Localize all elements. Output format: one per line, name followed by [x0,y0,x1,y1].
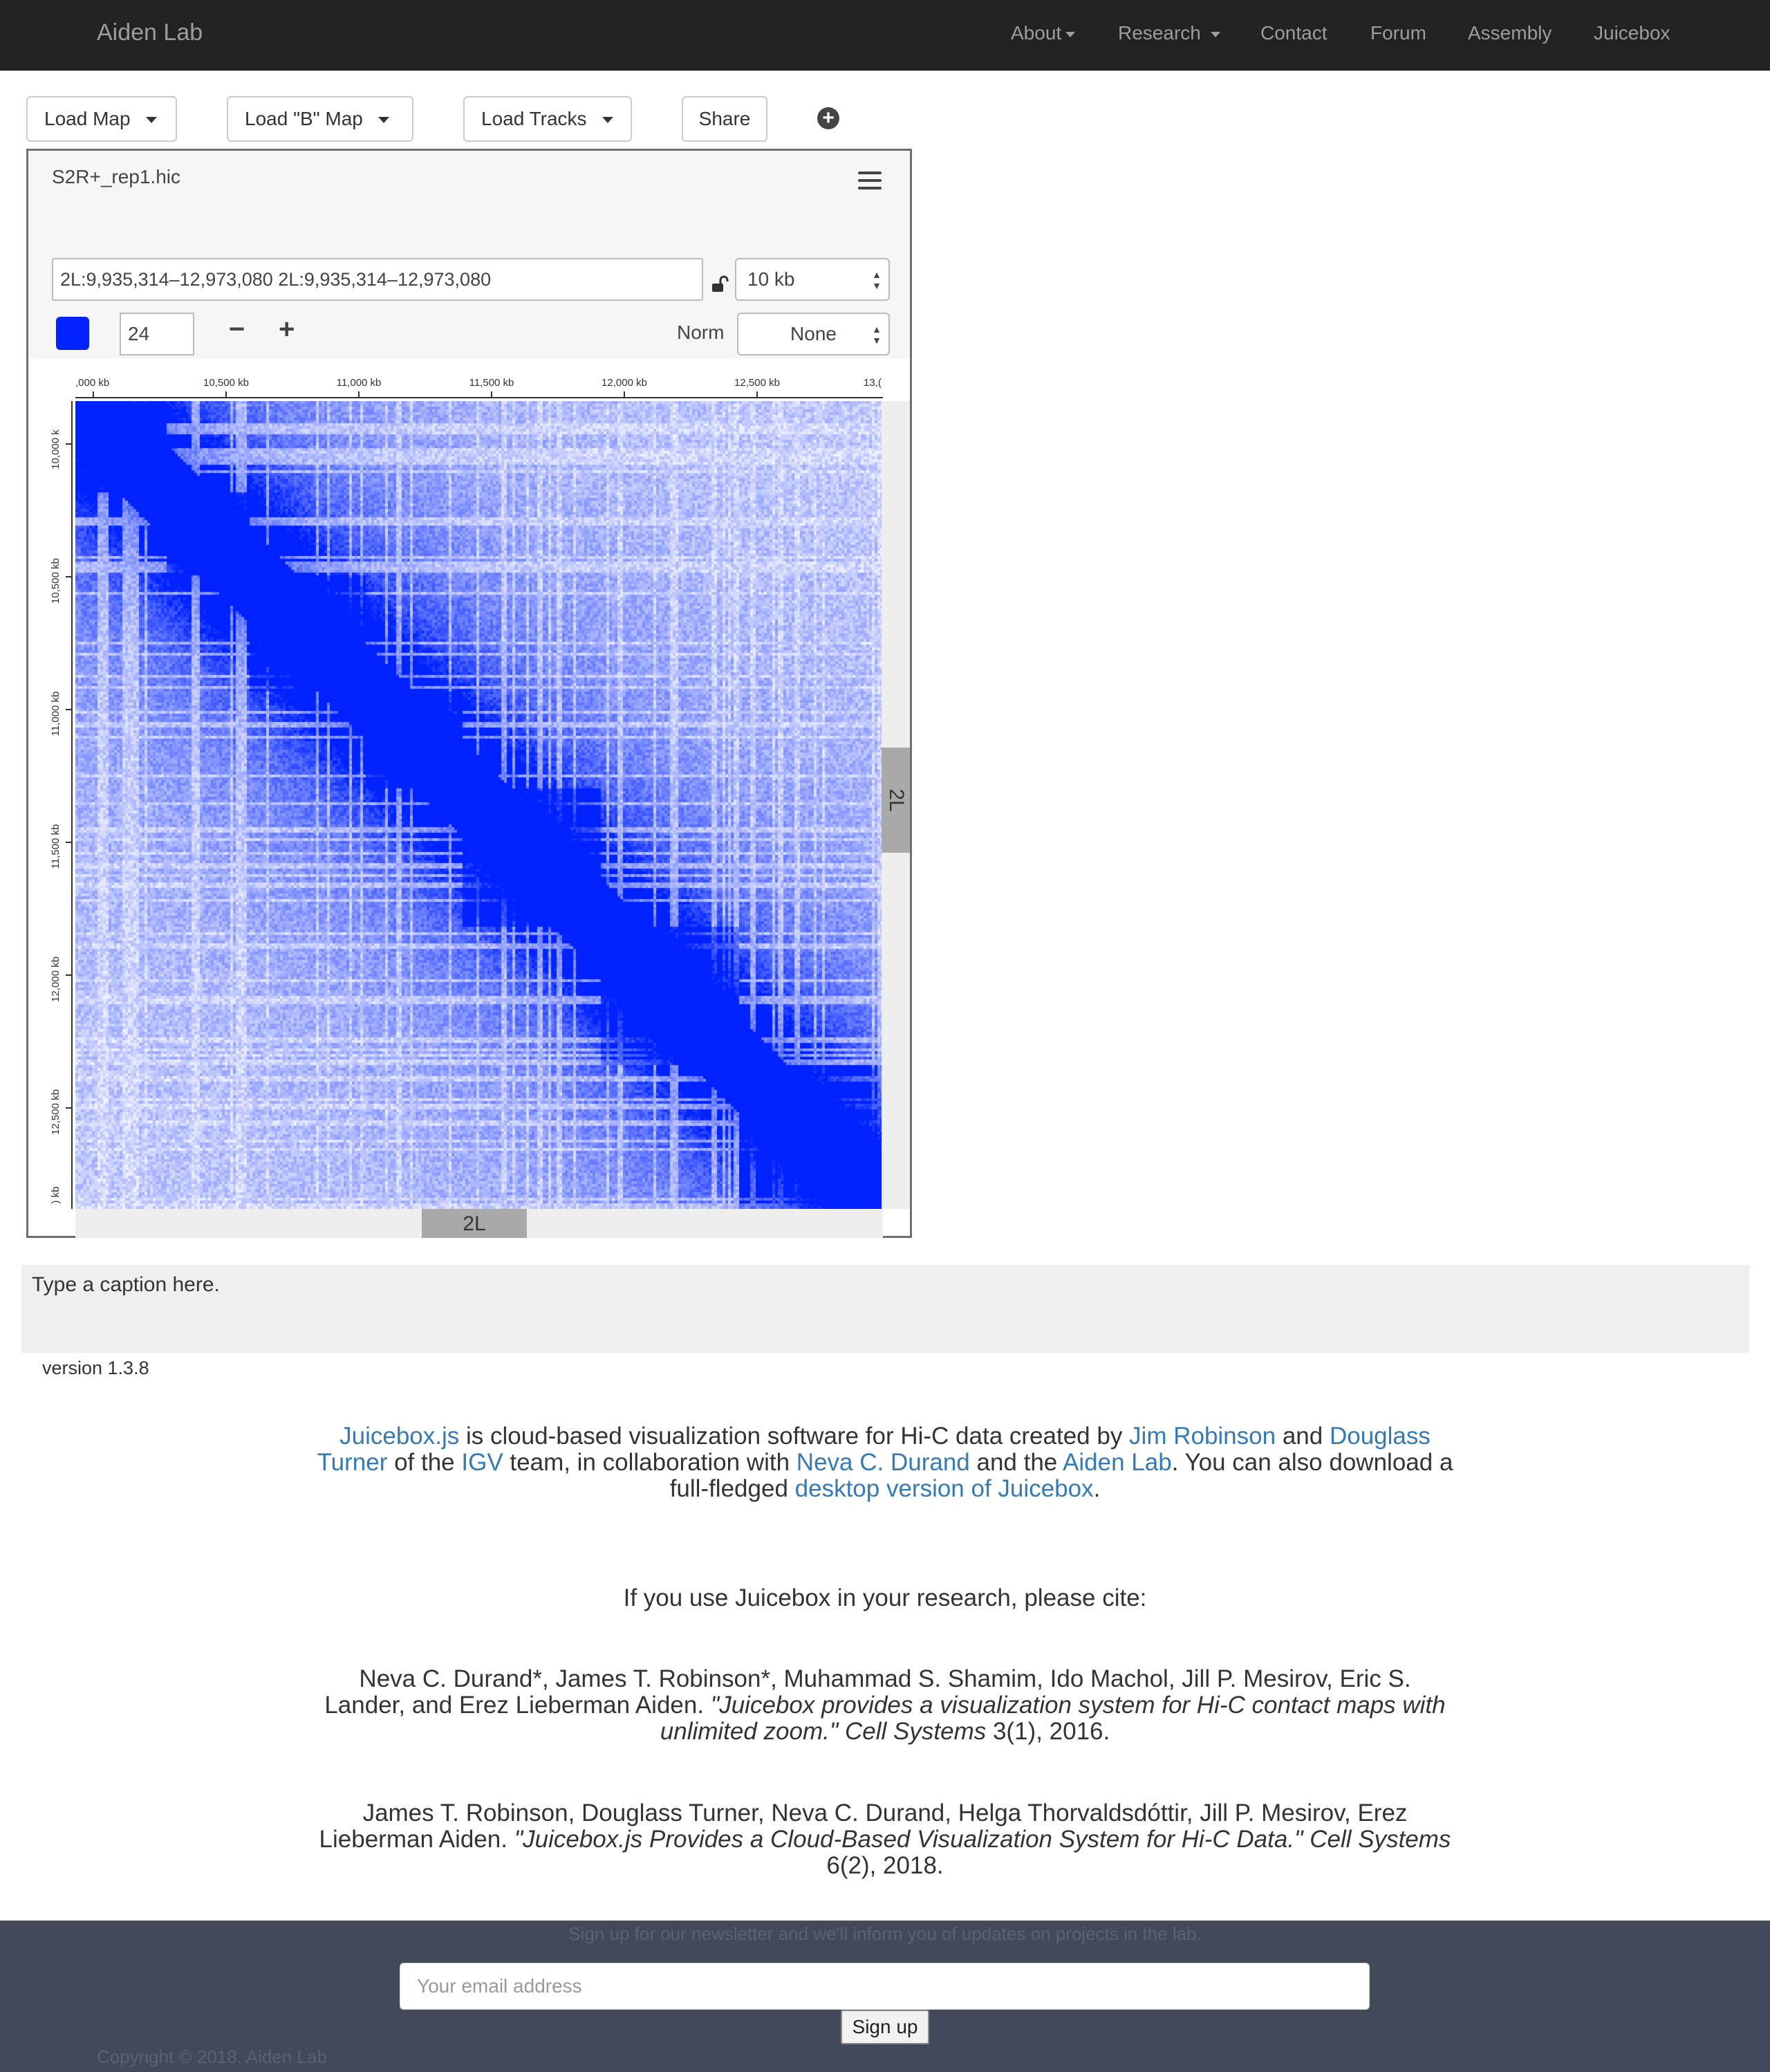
minus-icon[interactable]: − [229,314,245,344]
chromosome-y-label: 2L [884,788,908,812]
chevron-down-icon [378,117,389,124]
about-text: . You can also download a full-fledged [669,1449,1453,1502]
citation-journal: Cell Systems [1303,1826,1451,1853]
citation-authors: Neva C. Durand*, James T. Robinson*, Muh… [324,1665,1411,1719]
share-button[interactable]: Share [682,96,767,142]
aiden-lab-link[interactable]: Aiden Lab [1063,1449,1172,1476]
chromosome-x-tab[interactable]: 2L [422,1209,527,1238]
y-tick-label: 12,000 kb [50,956,62,1002]
map-name: S2R+_rep1.hic [52,166,181,187]
x-tick-label: 12,500 kb [734,377,780,389]
nav-about-label: About [1011,22,1062,44]
chevron-down-icon [145,117,157,124]
nav-research-label: Research [1118,22,1201,44]
load-b-map-label: Load "B" Map [245,108,363,129]
about-text: . [1093,1475,1101,1502]
chevron-down-icon [1065,31,1076,37]
updown-arrows-icon: ▲ ▼ [872,269,882,291]
resolution-select[interactable]: 10 kb ▲ ▼ [735,258,890,301]
nav-forum[interactable]: Forum [1370,22,1426,44]
y-tick-label: 10,500 kb [50,558,62,604]
nav-research[interactable]: Research [1118,22,1220,44]
nav-juicebox[interactable]: Juicebox [1594,22,1670,44]
x-tick-label: 11,500 kb [469,377,514,389]
nav-contact[interactable]: Contact [1260,22,1328,44]
caption-box[interactable]: Type a caption here. [21,1265,1749,1353]
about-text: of the [387,1449,462,1476]
citation-title: "Juicebox.js Provides a Cloud-Based Visu… [514,1826,1303,1853]
citation-2: James T. Robinson, Douglass Turner, Neva… [318,1800,1452,1879]
load-map-button[interactable]: Load Map [26,96,177,142]
about-paragraph: Juicebox.js is cloud-based visualization… [304,1423,1466,1502]
citation-volume: 6(2), 2018. [826,1852,944,1879]
load-tracks-label: Load Tracks [481,108,587,129]
locus-input[interactable]: 2L:9,935,314–12,973,080 2L:9,935,314–12,… [52,258,703,301]
citation-authors: James T. Robinson, Douglass Turner, Neva… [319,1800,1408,1853]
y-tick-label: ) kb [50,1186,62,1203]
brand-link[interactable]: Aiden Lab [97,19,203,46]
y-tick-label: 12,500 kb [50,1089,62,1135]
color-swatch[interactable] [56,317,89,350]
chevron-down-icon [1210,31,1220,37]
updown-arrows-icon: ▲ ▼ [872,324,882,346]
norm-value: None [790,323,837,344]
unlock-icon[interactable] [709,274,730,295]
x-tick-label: ,000 kb [75,377,109,389]
newsletter-note: Sign up for our newsletter and we'll inf… [568,1923,1202,1944]
caption-text: Type a caption here. [32,1273,220,1296]
version-label: version 1.3.8 [42,1358,149,1378]
load-map-label: Load Map [44,108,131,129]
add-browser-icon[interactable]: + [817,107,839,129]
about-text: is cloud-based visualization software fo… [459,1423,1130,1450]
about-text: and the [969,1449,1063,1476]
citation-1: Neva C. Durand*, James T. Robinson*, Muh… [318,1666,1452,1745]
chevron-down-icon [602,117,613,124]
resolution-value: 10 kb [747,268,795,290]
color-threshold-input[interactable]: 24 [120,313,194,355]
norm-select[interactable]: None ▲ ▼ [737,313,890,355]
y-tick-label: 11,000 kb [50,692,62,737]
signup-button[interactable]: Sign up [841,2010,929,2044]
y-tick-label: 10,000 k [50,429,62,470]
load-b-map-button[interactable]: Load "B" Map [227,96,413,142]
jim-robinson-link[interactable]: Jim Robinson [1129,1423,1276,1450]
norm-label: Norm [677,322,725,343]
x-tick-label: 10,500 kb [203,377,249,389]
chromosome-y-tab[interactable]: 2L [882,748,910,853]
nav-assembly[interactable]: Assembly [1468,22,1552,44]
contact-heatmap[interactable] [75,401,883,1209]
neva-durand-link[interactable]: Neva C. Durand [796,1449,970,1476]
nav-about[interactable]: About [1011,22,1076,44]
plus-icon[interactable]: + [279,314,295,344]
load-tracks-button[interactable]: Load Tracks [463,96,632,142]
email-input[interactable]: Your email address [400,1963,1370,2010]
x-tick-label: 13,( [864,377,882,389]
y-tick-label: 11,500 kb [50,824,62,869]
about-text: team, in collaboration with [503,1449,796,1476]
copyright: Copyright © 2018. Aiden Lab [97,2046,327,2067]
cite-heading: If you use Juicebox in your research, pl… [623,1584,1147,1611]
top-navbar: Aiden Lab About Research Contact Forum A… [0,0,1770,71]
citation-title: "Juicebox provides a visualization syste… [660,1692,1446,1745]
about-text: and [1276,1423,1330,1450]
citation-volume: 3(1), 2016. [986,1718,1110,1745]
hic-browser-panel: S2R+_rep1.hic 2L:9,935,314–12,973,080 2L… [26,149,912,1238]
igv-link[interactable]: IGV [461,1449,503,1476]
contact-map-area: ,000 kb 10,500 kb 11,000 kb 11,500 kb 12… [28,358,910,1236]
citation-journal: Cell Systems [838,1718,987,1745]
desktop-juicebox-link[interactable]: desktop version of Juicebox [794,1475,1094,1502]
x-tick-label: 11,000 kb [337,377,382,389]
juicebox-js-link[interactable]: Juicebox.js [339,1423,460,1450]
axes: ,000 kb 10,500 kb 11,000 kb 11,500 kb 12… [50,377,883,1209]
x-tick-label: 12,000 kb [602,377,647,389]
menu-icon[interactable] [858,172,882,194]
douglass-turner-link[interactable]: Douglass Turner [317,1423,1431,1476]
